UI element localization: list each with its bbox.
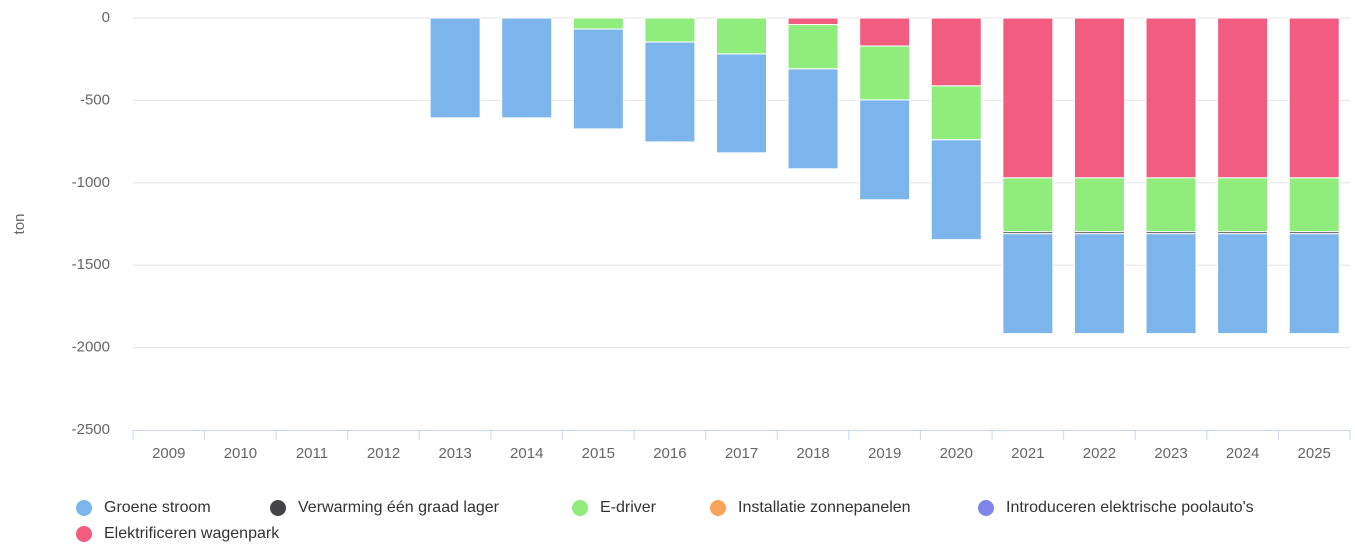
- bar-segment: [930, 17, 982, 87]
- bar-segment: [1288, 177, 1340, 233]
- legend-marker: [978, 500, 994, 516]
- x-tick-label: 2020: [940, 445, 973, 462]
- bar-segment: [1073, 233, 1125, 335]
- y-tick-label: -500: [80, 91, 110, 108]
- x-tick-label: 2019: [868, 445, 901, 462]
- bar-segment: [1217, 233, 1269, 335]
- x-tick-label: 2011: [296, 445, 328, 462]
- bar-segment: [572, 17, 624, 30]
- legend-marker: [76, 500, 92, 516]
- bar-segment: [787, 68, 839, 170]
- x-tick-label: 2017: [725, 445, 758, 462]
- bar-segment: [644, 41, 696, 143]
- y-tick-label: -2000: [72, 339, 110, 356]
- legend-text: Verwarming één graad lager: [298, 499, 500, 516]
- y-tick-label: 0: [102, 9, 110, 26]
- bar-segment: [644, 17, 696, 43]
- bar-segment: [1217, 17, 1269, 179]
- legend-text: Groene stroom: [104, 499, 211, 516]
- x-tick-label: 2018: [796, 445, 829, 462]
- x-tick-label: 2013: [438, 445, 471, 462]
- x-tick-label: 2023: [1154, 445, 1187, 462]
- bar-segment: [716, 53, 767, 154]
- legend-text: Elektrificeren wagenpark: [104, 525, 280, 542]
- x-tick-label: 2021: [1011, 445, 1044, 462]
- bar-segment: [1073, 177, 1125, 233]
- y-axis-label: ton: [11, 214, 28, 235]
- x-tick-label: 2022: [1083, 445, 1116, 462]
- legend-marker: [76, 526, 92, 542]
- legend-text: Installatie zonnepanelen: [738, 499, 911, 516]
- x-tick-label: 2015: [582, 445, 615, 462]
- bar-segment: [1073, 17, 1125, 179]
- bar-segment: [1002, 233, 1054, 335]
- bar-segment: [787, 17, 839, 26]
- legend-marker: [572, 500, 588, 516]
- bar-segment: [787, 24, 839, 70]
- bar-segment: [1002, 17, 1054, 179]
- bar-segment: [1288, 233, 1340, 335]
- bar-segment: [859, 17, 911, 47]
- bar-segment: [716, 17, 767, 55]
- bar-segment: [859, 99, 911, 201]
- legend-text: Introduceren elektrische poolauto's: [1006, 499, 1254, 516]
- x-tick-label: 2009: [152, 445, 185, 462]
- bar-segment: [1002, 177, 1054, 233]
- bar-segment: [572, 28, 624, 130]
- y-tick-label: -1500: [72, 256, 110, 273]
- x-tick-label: 2024: [1226, 445, 1259, 462]
- y-tick-label: -1000: [72, 174, 110, 191]
- x-tick-label: 2025: [1298, 445, 1331, 462]
- y-tick-label: -2500: [72, 421, 110, 438]
- bar-segment: [429, 17, 481, 119]
- bar-segment: [1217, 177, 1269, 233]
- x-tick-label: 2012: [367, 445, 400, 462]
- bar-segment: [1288, 17, 1340, 179]
- bar-segment: [930, 139, 982, 241]
- legend-marker: [270, 500, 286, 516]
- bar-segment: [1145, 17, 1197, 179]
- x-tick-label: 2014: [510, 445, 543, 462]
- bar-segment: [1145, 177, 1197, 233]
- legend-marker: [710, 500, 726, 516]
- x-tick-label: 2016: [653, 445, 686, 462]
- x-tick-label: 2010: [224, 445, 257, 462]
- bar-segment: [1145, 233, 1197, 335]
- bar-segment: [930, 85, 982, 141]
- bar-segment: [501, 17, 553, 119]
- legend-text: E-driver: [600, 499, 657, 516]
- bar-segment: [859, 45, 911, 101]
